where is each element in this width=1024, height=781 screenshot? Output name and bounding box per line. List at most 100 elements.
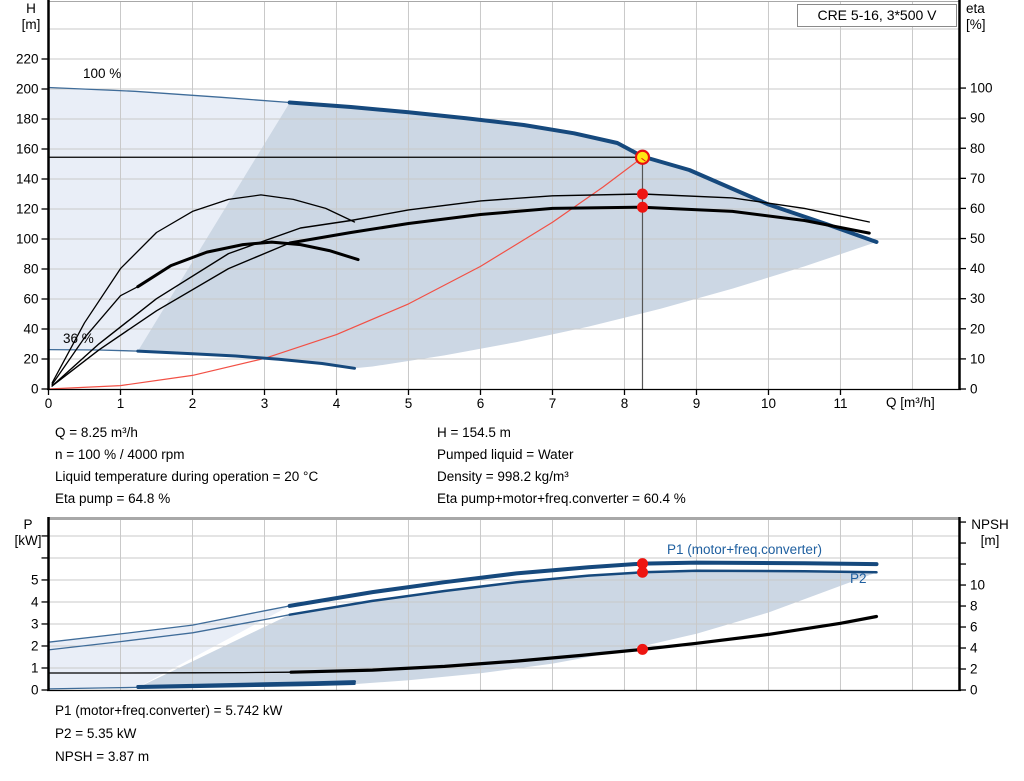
speed-100-label: 100 % [83, 66, 122, 81]
pq-yr-tick-label: 0 [970, 683, 978, 698]
eta-total-100pct-thin [51, 242, 291, 387]
head-flow-chart: 0204060801001201401601802002200102030405… [16, 0, 993, 411]
info-p1: P1 (motor+freq.converter) = 5.742 kW [55, 703, 283, 718]
hq-x-tick-label: 4 [333, 396, 341, 411]
h-curve-36pct [136, 349, 356, 370]
npsh-curve-thin [47, 671, 292, 674]
hq-yl-tick-label: 160 [16, 142, 39, 157]
info-h: H = 154.5 m [437, 425, 511, 440]
npsh-axis-label-line2: [m] [980, 533, 1000, 548]
hq-yl-tick-label: 180 [16, 112, 39, 127]
p1-curve-label: P1 (motor+freq.converter) [667, 542, 822, 557]
hq-yr-tick-label: 100 [970, 81, 993, 96]
hq-yl-tick-label: 40 [23, 322, 38, 337]
hq-yr-tick-label: 50 [970, 231, 985, 246]
pq-yl-tick-label: 1 [31, 660, 39, 675]
pump-type-box: CRE 5-16, 3*500 V [797, 4, 957, 27]
npsh-axis-label: NPSH [m] [963, 517, 1017, 549]
p2-curve-label: P2 [850, 571, 867, 586]
hq-yr-tick-label: 0 [970, 382, 978, 397]
hq-yl-tick-label: 220 [16, 52, 39, 67]
hq-yl-tick-label: 0 [31, 382, 39, 397]
pq-yl-tick-label: 0 [31, 683, 39, 698]
h-axis-label-line1: H [26, 1, 36, 16]
p1-36pct [136, 680, 356, 688]
info-eta-pump: Eta pump = 64.8 % [55, 491, 171, 506]
pq-grid [48, 519, 960, 690]
info-n: n = 100 % / 4000 rpm [55, 447, 185, 462]
hq-x-tick-label: 11 [833, 396, 847, 411]
hq-yr-tick-label: 80 [970, 141, 985, 156]
hq-yl-tick-label: 20 [23, 352, 38, 367]
hq-yl-tick-label: 120 [16, 202, 39, 217]
p-axis-label-line1: P [23, 517, 33, 532]
h-curve-100pct-thin [47, 86, 291, 104]
q-axis-label: Q [m³/h] [886, 395, 935, 410]
power-info: P1 (motor+freq.converter) = 5.742 kW P2 … [55, 703, 282, 765]
hq-yl-tick-label: 200 [16, 82, 39, 97]
duty-point-marker-notch [641, 157, 646, 162]
pq-yr-tick-label: 8 [970, 599, 978, 614]
speed-36-label: 36 % [63, 331, 94, 346]
hq-x-tick-label: 0 [45, 396, 53, 411]
hq-x-tick-label: 9 [693, 396, 701, 411]
eta-pump-100pct [51, 193, 870, 387]
speed-envelope-dark [137, 102, 877, 369]
info-q: Q = 8.25 m³/h [55, 425, 138, 440]
hq-x-tick-label: 1 [117, 396, 125, 411]
info-pumped-liquid: Pumped liquid = Water [437, 447, 574, 462]
eta-pump-point [636, 188, 648, 200]
h-curve-100pct [287, 100, 879, 244]
eta-total-36pct-thin [51, 286, 139, 386]
p-axis-label: P [kW] [8, 517, 48, 549]
eta-total-point [636, 201, 648, 213]
duty-point-marker [634, 149, 651, 165]
pq-yl-tick-label: 3 [31, 616, 39, 631]
power-envelope-dark [137, 570, 877, 688]
power-npsh-chart: 0 1 2 3 4 5 0 2 4 6 8 10 [31, 517, 985, 698]
info-npsh: NPSH = 3.87 m [55, 749, 150, 764]
p-axis-label-line2: [kW] [14, 533, 42, 548]
hq-yl-tick-label: 140 [16, 172, 39, 187]
hq-yr-tick-label: 30 [970, 291, 985, 306]
npsh-curve [289, 614, 879, 674]
hq-yr-tick-label: 40 [970, 261, 985, 276]
info-liquid-temp: Liquid temperature during operation = 20… [55, 469, 319, 484]
p-36pct-thin [47, 686, 139, 690]
hq-yl-tick-label: 80 [23, 262, 38, 277]
hq-x-tick-label: 8 [621, 396, 629, 411]
info-p2: P2 = 5.35 kW [55, 726, 137, 741]
npsh-axis-label-line1: NPSH [971, 517, 1009, 532]
eta-pump-36pct [51, 194, 356, 384]
pq-yr-tick-label: 10 [970, 578, 985, 593]
hq-yr-tick-label: 60 [970, 201, 985, 216]
p2-point [636, 566, 648, 578]
hq-x-tick-label: 2 [189, 396, 197, 411]
duty-info-right: H = 154.5 m Pumped liquid = Water Densit… [437, 425, 686, 507]
pq-axes: 0 1 2 3 4 5 0 2 4 6 8 10 [31, 517, 985, 698]
pq-yr-tick-label: 6 [970, 620, 978, 635]
hq-grid [48, 2, 960, 389]
hq-yl-tick-label: 60 [23, 292, 38, 307]
pq-yr-tick-label: 2 [970, 662, 978, 677]
p1-100pct [287, 560, 879, 608]
eta-axis-label: eta [%] [966, 1, 986, 33]
pq-yl-tick-label: 2 [31, 638, 39, 653]
p1-100pct-thin [47, 605, 291, 643]
hq-yr-tick-label: 10 [970, 351, 985, 366]
eta-total-100pct [288, 205, 871, 245]
hq-yr-tick-label: 90 [970, 111, 985, 126]
info-density: Density = 998.2 kg/m³ [437, 469, 569, 484]
pq-yl-tick-label: 5 [31, 572, 39, 587]
affinity-parabola [47, 156, 644, 390]
pq-yl-tick-label: 4 [31, 594, 39, 609]
p2-100pct-thin [47, 614, 291, 651]
hq-x-tick-label: 10 [761, 396, 776, 411]
p1-point [636, 558, 648, 570]
duty-info-left: Q = 8.25 m³/h n = 100 % / 4000 rpm Liqui… [55, 425, 318, 507]
pq-yr-tick-label: 4 [970, 641, 978, 656]
h-axis-label-line2: [m] [21, 17, 41, 32]
hq-x-tick-label: 6 [477, 396, 485, 411]
p2-100pct [288, 569, 878, 616]
